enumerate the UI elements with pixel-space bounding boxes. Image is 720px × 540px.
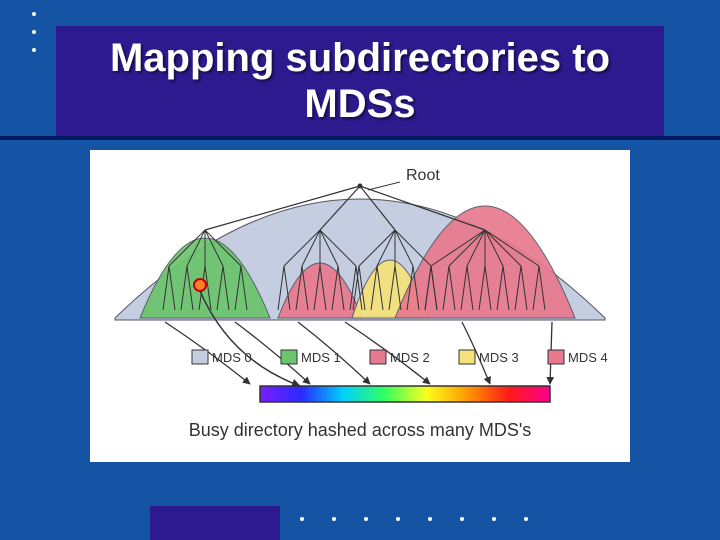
legend-swatch-3 [459,350,475,364]
diagram-figure: Root MDS 0 MDS 1 MDS 2 MDS 3 MDS 4 Busy direct… [90,150,630,462]
corner-dots-top [32,12,36,66]
legend-swatch-0 [192,350,208,364]
legend-label-3: MDS 3 [479,350,519,365]
legend-label-2: MDS 2 [390,350,430,365]
legend-label-4: MDS 4 [568,350,608,365]
hash-spectrum [260,386,550,402]
root-label: Root [406,167,440,184]
corner-dots-bottom [300,508,556,526]
title-underline [0,136,720,140]
diagram-caption: Busy directory hashed across many MDS's [189,420,532,440]
title-box: Mapping subdirectories to MDSs [56,26,664,136]
legend-swatch-2 [370,350,386,364]
legend-label-0: MDS 0 [212,350,252,365]
legend-label-1: MDS 1 [301,350,341,365]
footer-accent [150,506,280,540]
slide-title: Mapping subdirectories to MDSs [56,35,664,127]
legend-swatch-4 [548,350,564,364]
legend-swatch-1 [281,350,297,364]
busy-dir-hotspot [194,279,206,291]
